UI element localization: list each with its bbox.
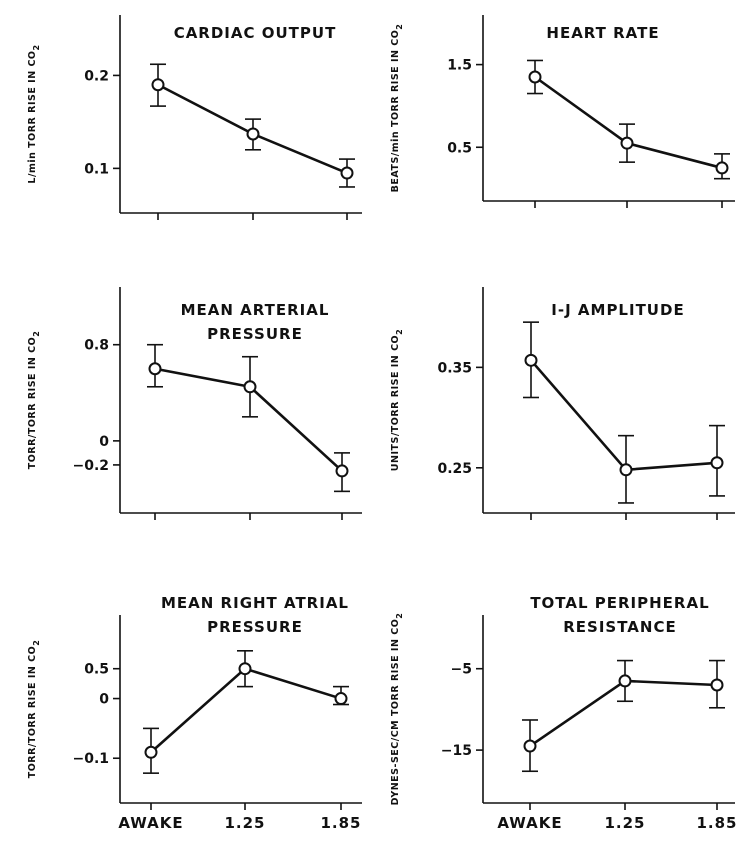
chart-title: MEAN RIGHT ATRIAL [161, 594, 349, 612]
data-point [524, 353, 538, 367]
data-point [715, 161, 729, 175]
y-axis-label: BEATS/min TORR RISE IN CO2 [390, 24, 404, 193]
chart-title: HEART RATE [546, 24, 659, 42]
y-tick-label: −5 [451, 662, 472, 678]
y-axis-label: L/min TORR RISE IN CO2 [27, 44, 41, 183]
data-point [523, 739, 537, 753]
series-line [534, 75, 723, 170]
chart-title: CARDIAC OUTPUT [174, 24, 337, 42]
series-line [150, 667, 342, 754]
data-point [340, 166, 354, 180]
chart-title: MEAN ARTERIAL [181, 301, 330, 319]
data-point [151, 78, 165, 92]
series-line [529, 679, 718, 748]
y-axis-label-subscript: 2 [395, 329, 404, 335]
y-axis-label: UNITS/TORR RISE IN CO2 [390, 329, 404, 471]
y-tick-label: −15 [441, 743, 472, 759]
y-tick-label: 0.1 [84, 161, 109, 177]
y-axis-label: TORR/TORR RISE IN CO2 [27, 640, 41, 779]
data-point [246, 127, 260, 141]
chart-title: I-J AMPLITUDE [551, 301, 684, 319]
y-tick-label: 0 [99, 692, 109, 708]
y-tick-label: 0.5 [84, 662, 109, 678]
x-tick-label: 1.25 [604, 814, 645, 832]
data-point [710, 456, 724, 470]
y-tick-label: −0.1 [72, 751, 109, 767]
data-point [144, 745, 158, 759]
data-point [335, 464, 349, 478]
chart-title: PRESSURE [207, 325, 303, 343]
data-point [710, 678, 724, 692]
y-axis-label-subscript: 2 [32, 44, 41, 50]
y-axis-label-subscript: 2 [395, 613, 404, 619]
x-tick-label: 1.85 [696, 814, 737, 832]
y-tick-label: 0.35 [437, 360, 472, 376]
chart-panel-4: 0.35 0.25 I-J AMPLITUDE UNITS/TORR RISE IN … [390, 287, 735, 520]
chart-panel-2: 1.5 0.5 HEART RATE BEATS/min TORR RISE IN C… [390, 15, 735, 208]
y-tick-label: 0.25 [437, 461, 472, 477]
y-tick-label: 1.5 [447, 58, 472, 74]
y-tick-label: 0.8 [84, 338, 109, 354]
data-point [528, 70, 542, 84]
series-line [530, 359, 718, 472]
y-axis-label: DYNES-SEC/CM TORR RISE IN CO2 [390, 613, 404, 806]
data-point [620, 136, 634, 150]
x-tick-label: 1.25 [224, 814, 265, 832]
chart-panel-6: −5 −15 TOTAL PERIPHERAL RESISTANCE DYNES-SEC… [390, 594, 737, 832]
y-tick-label: −0.2 [72, 458, 109, 474]
data-point [618, 674, 632, 688]
y-axis-label: TORR/TORR RISE IN CO2 [27, 331, 41, 470]
x-tick-label: AWAKE [497, 814, 562, 832]
y-tick-label: 0.2 [84, 68, 109, 84]
y-axis-label-subscript: 2 [32, 640, 41, 646]
y-axis-label-subscript: 2 [32, 331, 41, 337]
x-tick-label: AWAKE [118, 814, 183, 832]
data-point [619, 463, 633, 477]
chart-panel-5: 0.5 0 −0.1 MEAN RIGHT ATRIAL PRESSURE TORR/TO… [27, 594, 362, 832]
data-point [238, 662, 252, 676]
x-tick-label: 1.85 [320, 814, 361, 832]
chart-panel-3: 0.8 0 −0.2 MEAN ARTERIAL PRESSURE TORR/TORR R… [27, 287, 362, 520]
data-point [243, 380, 257, 394]
y-axis-label-subscript: 2 [395, 24, 404, 30]
y-tick-label: 0.5 [447, 140, 472, 156]
data-point [148, 362, 162, 376]
data-point [334, 692, 348, 706]
chart-panel-1: 0.2 0.1 CARDIAC OUTPUT L/min TORR RISE IN C… [27, 15, 362, 220]
y-tick-label: 0 [99, 434, 109, 450]
chart-title: PRESSURE [207, 618, 303, 636]
chart-title: RESISTANCE [563, 618, 676, 636]
chart-title: TOTAL PERIPHERAL [530, 594, 709, 612]
